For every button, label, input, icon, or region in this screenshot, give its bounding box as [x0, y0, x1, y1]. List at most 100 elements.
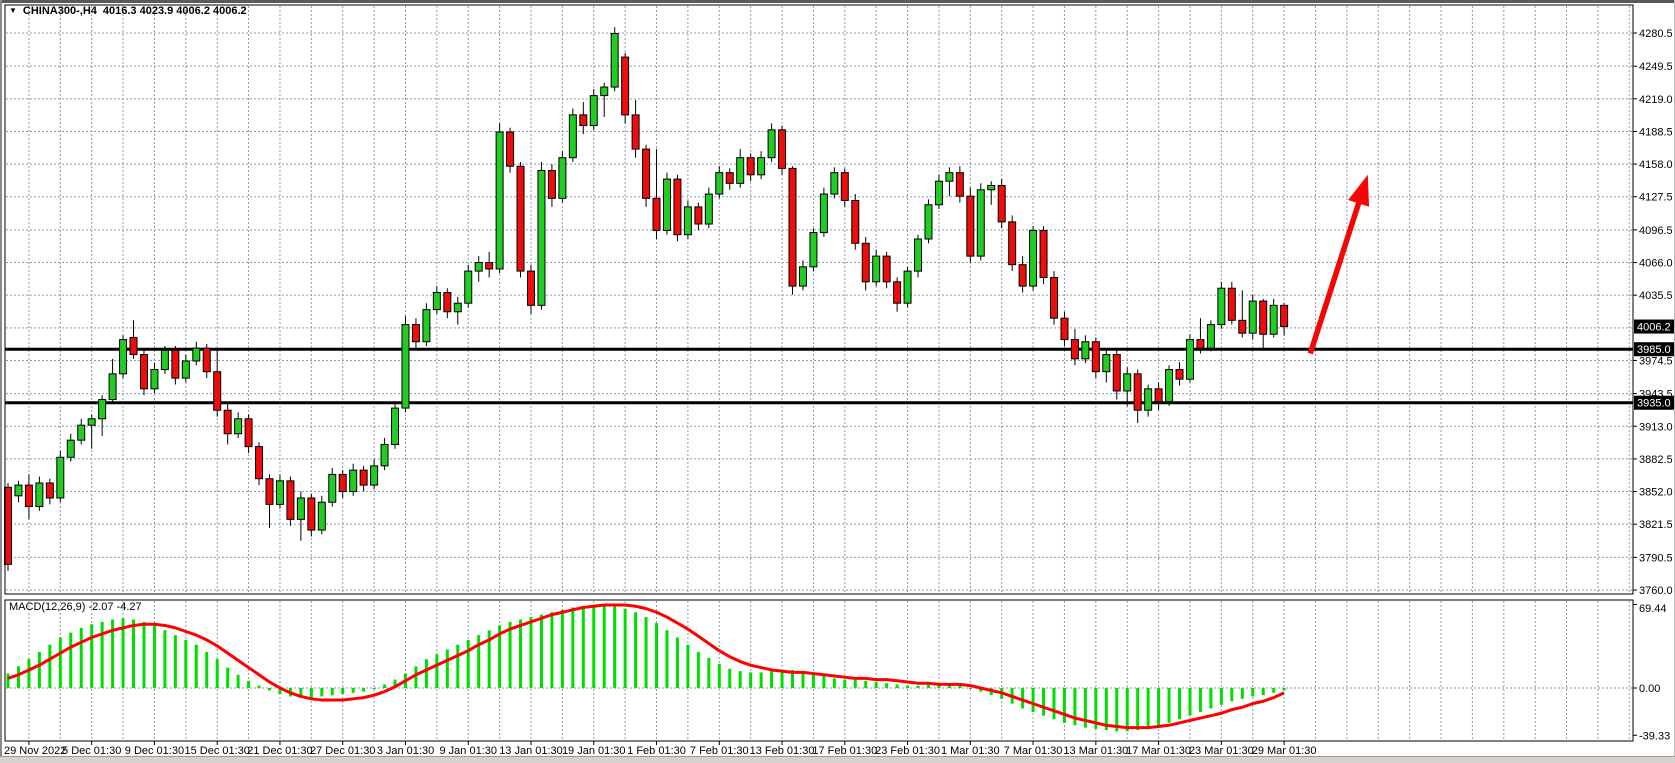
bear-candle [642, 148, 651, 199]
svg-text:4280.5: 4280.5 [1639, 28, 1673, 40]
svg-text:21 Dec 01:30: 21 Dec 01:30 [247, 745, 312, 757]
bear-candle [631, 114, 640, 150]
svg-text:4096.5: 4096.5 [1639, 225, 1673, 237]
bear-candle [851, 199, 860, 244]
hline-price-tag-1: 3985.0 [1634, 342, 1675, 357]
svg-text:-39.33: -39.33 [1639, 730, 1670, 742]
bear-candle [1175, 369, 1184, 380]
bear-candle [579, 114, 588, 127]
bull-candle [767, 129, 776, 159]
svg-text:4127.5: 4127.5 [1639, 192, 1673, 204]
bear-candle [359, 469, 368, 486]
svg-text:0.00: 0.00 [1639, 683, 1660, 695]
bull-candle [87, 418, 96, 426]
svg-text:29 Nov 2022: 29 Nov 2022 [4, 745, 66, 757]
bull-candle [934, 180, 943, 206]
bear-candle [840, 172, 849, 201]
svg-text:29 Mar 01:30: 29 Mar 01:30 [1252, 745, 1317, 757]
bull-candle [704, 193, 713, 225]
svg-text:3913.0: 3913.0 [1639, 421, 1673, 433]
bull-candle [119, 339, 128, 375]
hline-price-tag-2: 3935.0 [1634, 395, 1675, 410]
bull-candle [234, 418, 243, 435]
bull-candle [757, 157, 766, 176]
bear-candle [129, 336, 138, 356]
bull-candle [736, 157, 745, 184]
bear-candle [1259, 300, 1268, 335]
bull-candle [14, 484, 23, 497]
bull-candle [798, 266, 807, 287]
svg-text:1 Mar 01:30: 1 Mar 01:30 [941, 745, 1000, 757]
bear-candle [966, 195, 975, 257]
bull-candle [809, 232, 818, 268]
svg-text:9 Jan 01:30: 9 Jan 01:30 [439, 745, 497, 757]
svg-text:4066.0: 4066.0 [1639, 258, 1673, 270]
horizontal-price-lines[interactable] [5, 347, 1633, 405]
svg-text:3 Jan 01:30: 3 Jan 01:30 [377, 745, 435, 757]
macd-histogram [6, 605, 1286, 732]
macd-indicator-label: MACD(12,26,9) -2.07 -4.27 [9, 601, 142, 613]
bear-candle [652, 197, 661, 231]
macd-signal-line [7, 603, 1285, 730]
bull-candle [464, 270, 473, 304]
bear-candle [955, 172, 964, 197]
bear-candle [506, 131, 515, 167]
bull-candle [683, 206, 692, 236]
bull-candle [66, 439, 75, 458]
bull-candle [1029, 229, 1038, 287]
bear-candle [882, 255, 891, 283]
svg-text:3790.5: 3790.5 [1639, 552, 1673, 564]
bear-candle [1227, 287, 1236, 321]
svg-text:5 Dec 01:30: 5 Dec 01:30 [62, 745, 121, 757]
trend-arrow-annotation[interactable] [1307, 174, 1370, 355]
svg-text:4035.5: 4035.5 [1639, 290, 1673, 302]
bear-candle [1112, 354, 1121, 392]
price-axis[interactable]: 4280.5 4249.5 4219.0 4188.5 4158.0 4127.5 4096… [1633, 28, 1673, 597]
bull-candle [662, 178, 671, 231]
bear-candle [1154, 388, 1163, 403]
bear-candle [139, 354, 148, 390]
chevron-down-icon[interactable]: ▼ [9, 6, 17, 15]
svg-text:4219.0: 4219.0 [1639, 94, 1673, 106]
bear-candle [307, 497, 316, 531]
bear-candle [244, 418, 253, 448]
bull-candle [275, 480, 284, 505]
svg-text:17 Feb 01:30: 17 Feb 01:30 [812, 745, 877, 757]
bull-candle [108, 373, 117, 401]
bull-candle [1217, 287, 1226, 326]
bear-candle [746, 157, 755, 176]
bull-candle [903, 270, 912, 304]
svg-text:23 Mar 01:30: 23 Mar 01:30 [1189, 745, 1254, 757]
candlesticks [4, 27, 1289, 571]
bull-candle [370, 465, 379, 486]
bear-candle [1008, 221, 1017, 266]
bull-candle [1144, 388, 1153, 411]
current-price-tag: 4006.2 [1634, 319, 1675, 334]
macd-axis[interactable]: 69.44 0.00 -39.33 [1633, 603, 1670, 742]
svg-text:3882.5: 3882.5 [1639, 454, 1673, 466]
bear-candle [1050, 277, 1058, 319]
bear-candle [411, 324, 420, 343]
svg-text:3821.5: 3821.5 [1639, 519, 1673, 531]
bull-candle [1248, 300, 1257, 334]
svg-text:4006.2: 4006.2 [1637, 322, 1671, 334]
bull-candle [380, 443, 389, 467]
bear-candle [861, 242, 870, 283]
bear-candle [1060, 317, 1069, 341]
bull-candle [568, 114, 577, 159]
bull-candle [453, 302, 462, 313]
bull-candle [98, 399, 107, 420]
svg-text:3985.0: 3985.0 [1637, 344, 1671, 356]
svg-text:7 Mar 01:30: 7 Mar 01:30 [1004, 745, 1063, 757]
bear-candle [1070, 339, 1079, 360]
bull-candle [474, 262, 483, 272]
bull-candle [610, 33, 619, 88]
bear-candle [725, 172, 734, 184]
bull-candle [558, 157, 567, 199]
bull-candle [872, 255, 881, 283]
bull-candle [914, 238, 923, 272]
bull-candle [296, 497, 305, 520]
